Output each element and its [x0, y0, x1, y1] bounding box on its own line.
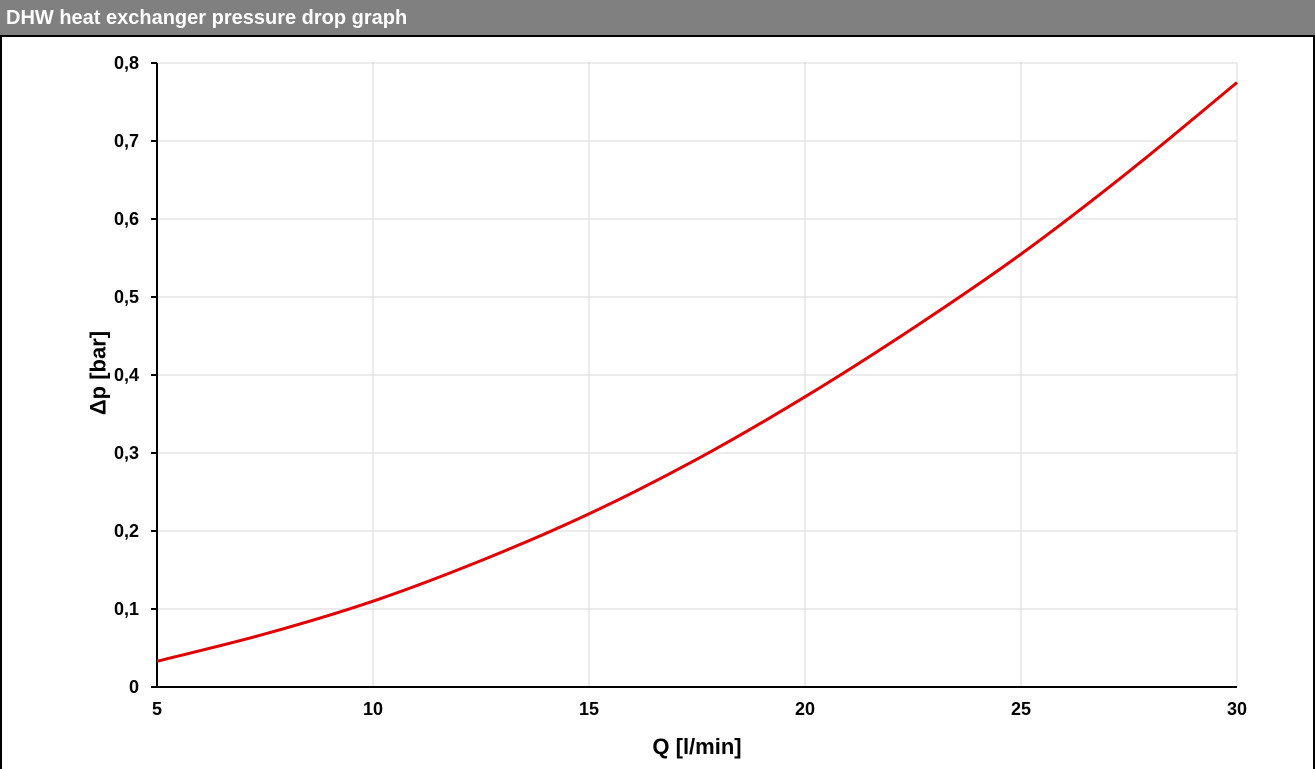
grid	[156, 62, 1238, 688]
y-tick-label: 0,5	[114, 287, 139, 307]
y-tick-label: 0,2	[114, 521, 139, 541]
series-line-0	[156, 81, 1238, 663]
series-layer	[156, 81, 1238, 663]
y-axis-label: Δp [bar]	[86, 331, 111, 415]
x-tick-label: 30	[1227, 699, 1247, 719]
x-tick-labels: 5 10 15 20 25 30	[152, 699, 1247, 719]
x-tick-label: 5	[152, 699, 162, 719]
title-bar: DHW heat exchanger pressure drop graph	[0, 0, 1315, 37]
x-tick-label: 20	[795, 699, 815, 719]
axes	[151, 62, 1237, 688]
y-tick-label: 0,7	[114, 131, 139, 151]
y-tick-label: 0,1	[114, 599, 139, 619]
y-tick-label: 0	[129, 677, 139, 697]
y-tick-label: 0,8	[114, 53, 139, 73]
y-tick-label: 0,3	[114, 443, 139, 463]
x-tick-label: 10	[363, 699, 383, 719]
y-tick-label: 0,6	[114, 209, 139, 229]
x-tick-label: 15	[579, 699, 599, 719]
x-axis-label: Q [l/min]	[652, 734, 741, 759]
y-tick-labels: 0 0,1 0,2 0,3 0,4 0,5 0,6 0,7 0,8	[114, 53, 139, 697]
x-tick-label: 25	[1011, 699, 1031, 719]
window-title: DHW heat exchanger pressure drop graph	[6, 7, 408, 29]
y-tick-label: 0,4	[114, 365, 139, 385]
